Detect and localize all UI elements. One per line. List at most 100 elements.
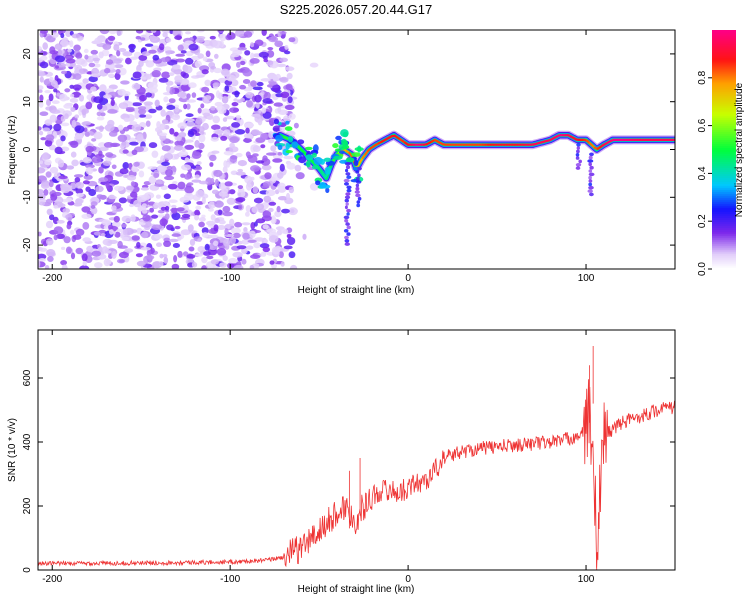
noise-dot (201, 256, 208, 264)
noise-dot (189, 238, 196, 246)
ridge-streak (588, 185, 594, 190)
noise-dot (269, 260, 275, 265)
noise-dot (251, 206, 258, 214)
noise-dot (195, 74, 205, 78)
colorbar-step (712, 173, 736, 176)
colorbar-step (712, 199, 736, 202)
colorbar-step (712, 167, 736, 171)
noise-dot (67, 48, 72, 53)
noise-dot (83, 48, 89, 54)
noise-dot (53, 226, 64, 235)
noise-dot (255, 218, 266, 224)
noise-dot (38, 57, 43, 63)
noise-dot (118, 48, 127, 52)
noise-dot (103, 94, 112, 99)
ridge-streak (575, 163, 582, 167)
ridge-blob (342, 140, 349, 148)
noise-dot (60, 260, 67, 266)
noise-dot (173, 131, 179, 137)
noise-dot (272, 84, 281, 93)
noise-dot (56, 62, 67, 68)
noise-dot (142, 209, 148, 214)
noise-dot (115, 69, 121, 74)
noise-dot (191, 92, 197, 98)
noise-dot (38, 261, 46, 268)
noise-dot (210, 106, 216, 111)
noise-dot (201, 265, 207, 269)
noise-dot (194, 209, 201, 216)
ridge-blob (304, 146, 313, 151)
noise-dot (270, 93, 276, 99)
noise-dot (211, 124, 221, 131)
colorbar-step (712, 115, 736, 119)
noise-dot (114, 231, 121, 238)
noise-dot (253, 242, 261, 249)
snr-y-axis: 0 200 400 600 (22, 369, 675, 573)
noise-dot (51, 100, 60, 104)
noise-dot (198, 180, 209, 185)
noise-dot (265, 189, 276, 197)
noise-dot (59, 93, 68, 102)
noise-dot (279, 76, 289, 83)
noise-dot (165, 50, 175, 54)
noise-dot (223, 238, 231, 247)
noise-dot (243, 133, 254, 139)
noise-dot (159, 132, 168, 137)
noise-dot (252, 145, 261, 152)
noise-dot (213, 67, 222, 74)
noise-dot (279, 31, 287, 35)
noise-dot (222, 166, 228, 173)
noise-dot (108, 131, 118, 137)
colorbar-step (712, 205, 736, 208)
noise-dot (130, 191, 138, 198)
noise-dot (156, 121, 161, 129)
noise-dot (229, 189, 236, 195)
colorbar-step (712, 71, 736, 75)
noise-dot (79, 265, 90, 269)
noise-dot (143, 114, 153, 119)
colorbar-step (712, 191, 736, 194)
noise-dot (152, 54, 160, 61)
noise-dot (224, 228, 229, 236)
noise-dot (74, 177, 81, 183)
colorbar-step (712, 231, 736, 234)
noise-dot (210, 136, 219, 142)
colorbar-step (712, 245, 736, 248)
ridge-streak (575, 156, 580, 160)
colorbar-step (712, 63, 736, 67)
noise-dot (70, 151, 77, 158)
noise-dot (166, 165, 173, 170)
noise-dot (116, 30, 123, 36)
noise-dot (165, 80, 174, 86)
colorbar-step (712, 137, 736, 141)
noise-dot (210, 214, 216, 221)
noise-dot (233, 264, 244, 269)
noise-dot (222, 255, 228, 261)
noise-dot (122, 51, 133, 57)
noise-dot (53, 191, 62, 197)
ridge-streak (343, 178, 350, 183)
noise-dot (96, 194, 104, 199)
noise-dot (94, 37, 103, 44)
noise-dot (96, 111, 102, 117)
colorbar-step (712, 121, 736, 125)
noise-dot (91, 138, 97, 142)
colorbar-step (712, 103, 736, 107)
noise-dot (168, 98, 176, 104)
ridge-blob (342, 131, 349, 138)
noise-dot (209, 154, 217, 162)
ridge-blob (335, 148, 340, 152)
noise-dot (177, 44, 184, 52)
ridge-streak (589, 192, 594, 197)
noise-dot (88, 76, 98, 83)
noise-dot (171, 204, 177, 209)
ridge-streak (588, 162, 592, 167)
noise-dot (222, 205, 231, 213)
noise-dot (93, 131, 103, 140)
noise-dot (50, 80, 58, 87)
noise-dot (280, 261, 285, 267)
noise-dot (221, 95, 229, 104)
noise-dot (85, 145, 94, 153)
noise-dot (131, 165, 138, 173)
noise-dot (174, 225, 181, 230)
